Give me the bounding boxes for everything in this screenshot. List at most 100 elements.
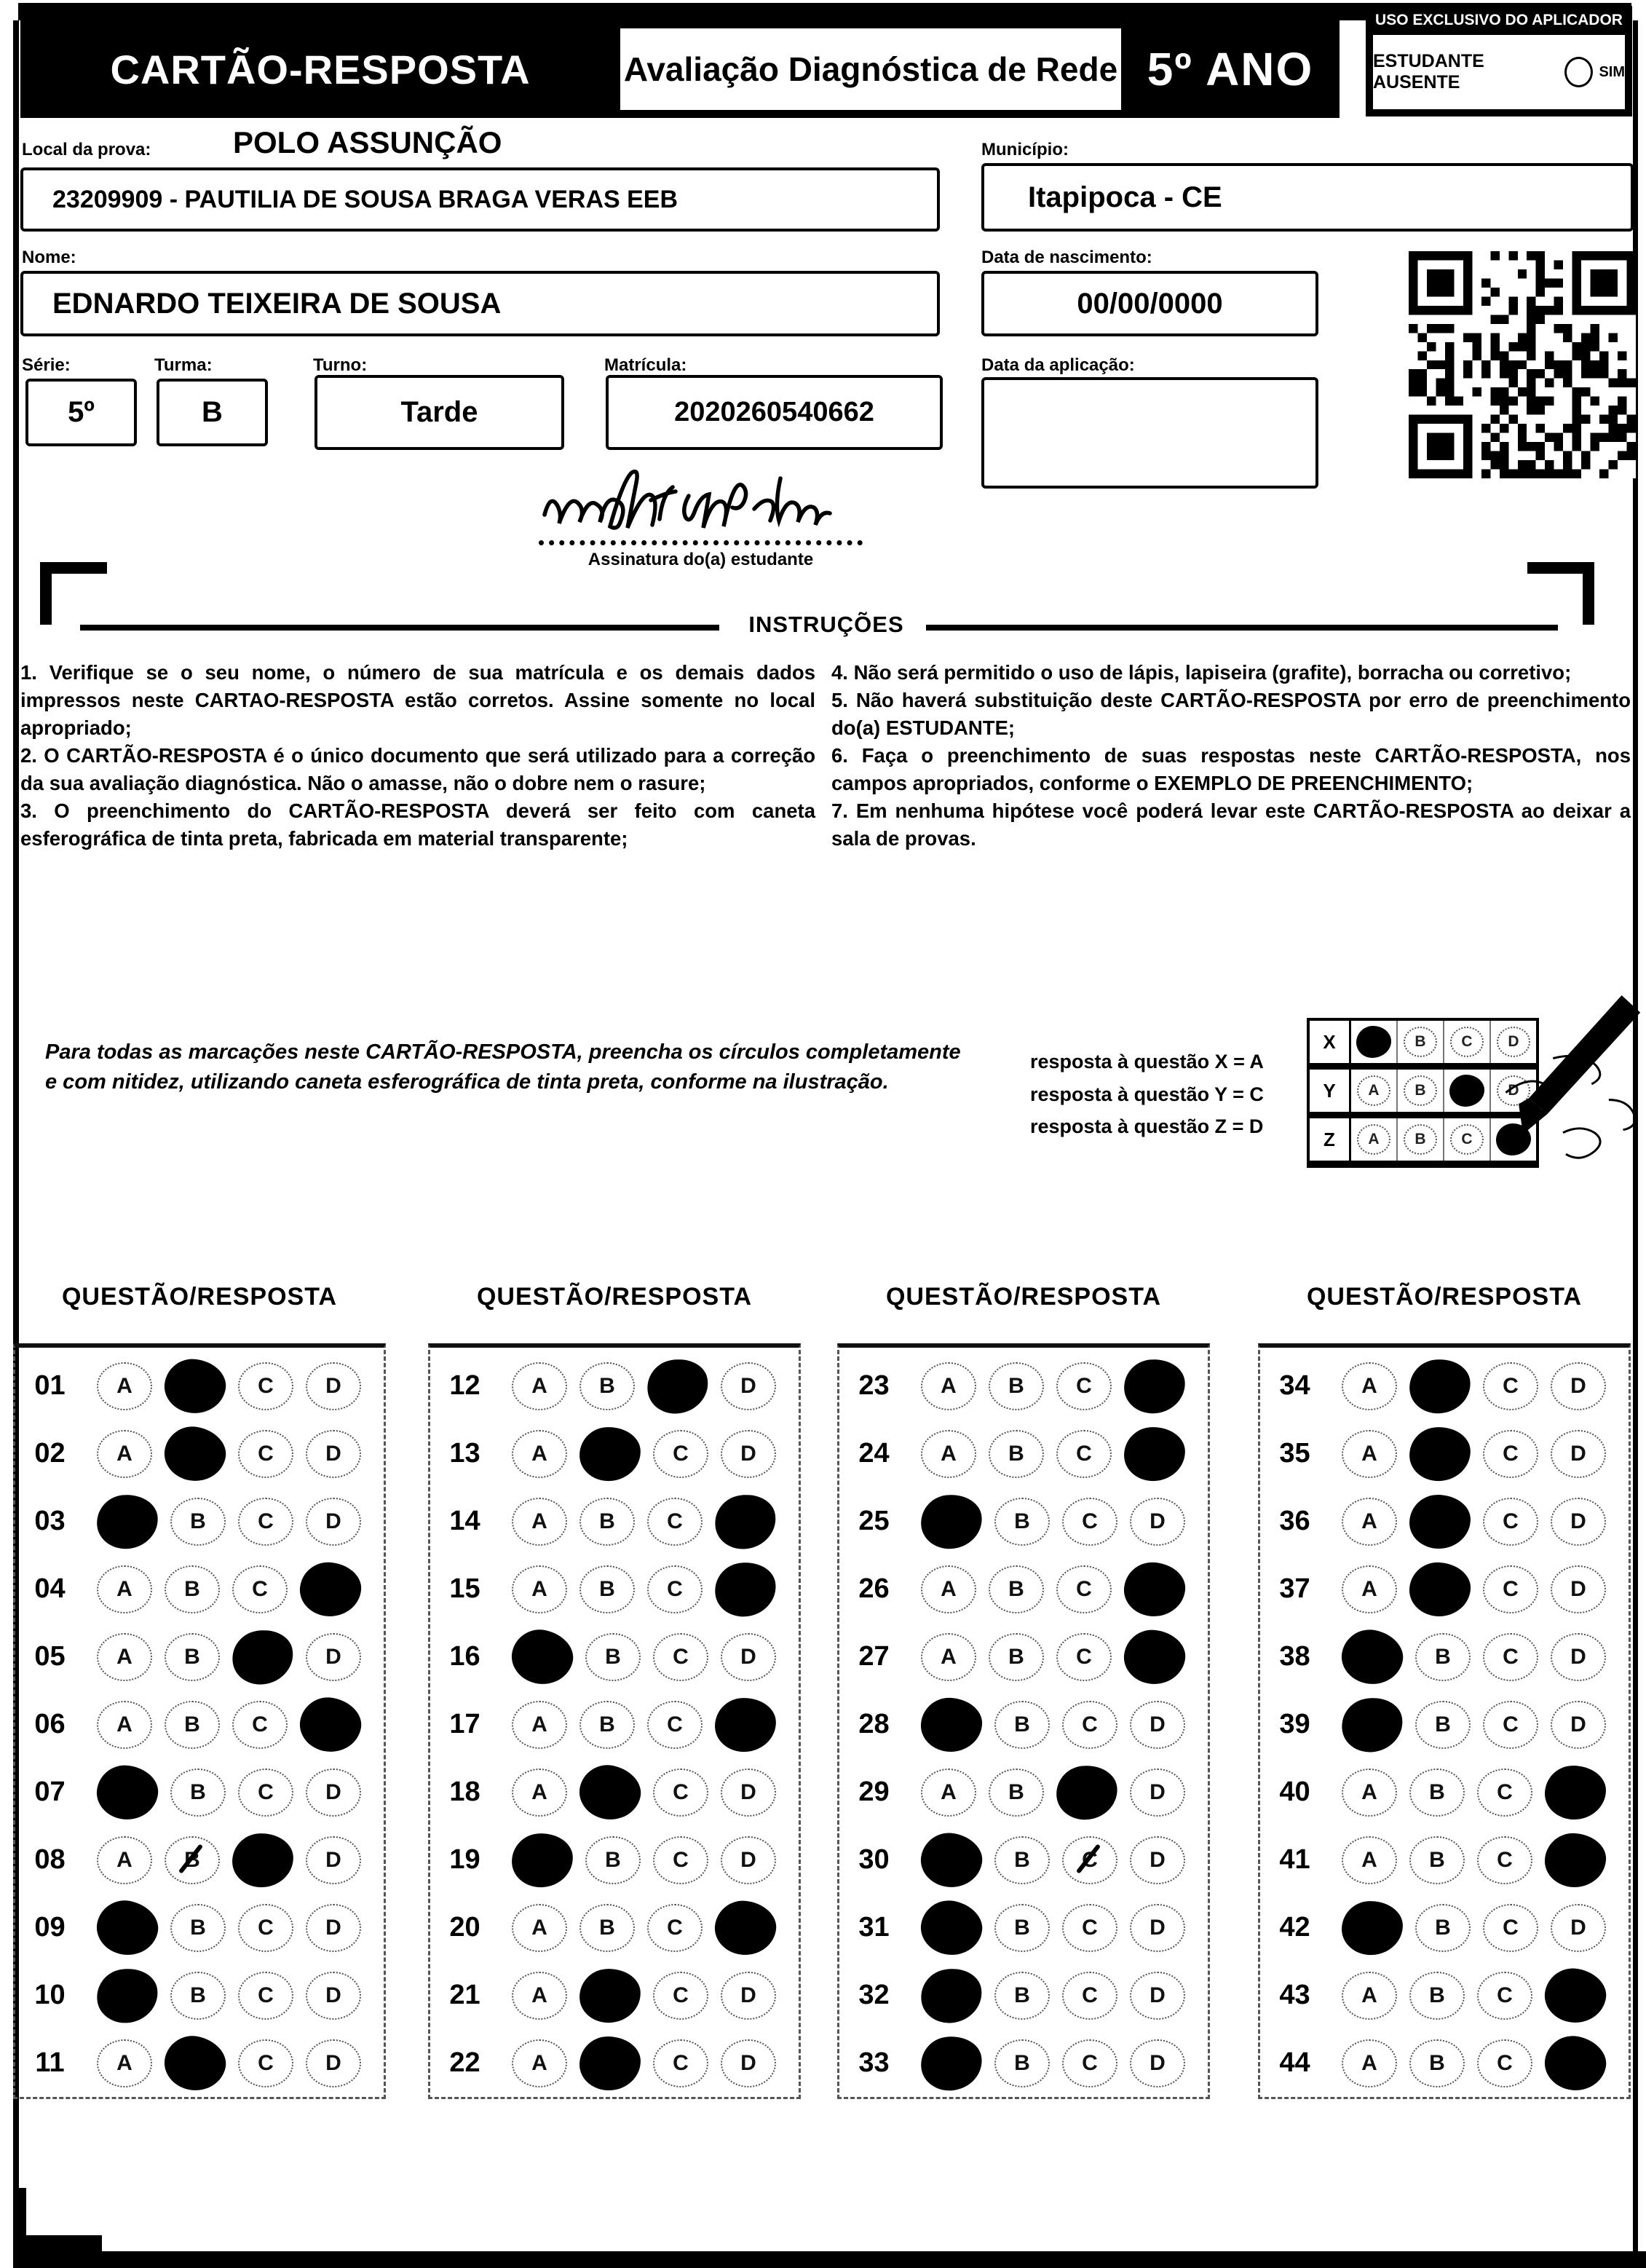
answer-bubble-11-B[interactable] <box>159 2030 231 2096</box>
answer-bubble-03-D[interactable]: D <box>306 1497 361 1546</box>
answer-bubble-40-B[interactable]: B <box>1409 1768 1465 1817</box>
answer-bubble-04-C[interactable]: C <box>232 1565 288 1613</box>
answer-bubble-25-C[interactable]: C <box>1062 1497 1117 1546</box>
answer-bubble-20-A[interactable]: A <box>512 1903 567 1952</box>
answer-bubble-20-B[interactable]: B <box>579 1903 635 1952</box>
answer-bubble-24-D[interactable] <box>1123 1425 1187 1482</box>
answer-bubble-36-D[interactable]: D <box>1551 1497 1606 1546</box>
answer-bubble-37-A[interactable]: A <box>1342 1565 1397 1613</box>
answer-bubble-43-A[interactable]: A <box>1342 1971 1397 2020</box>
answer-bubble-34-B[interactable] <box>1406 1355 1474 1417</box>
answer-bubble-05-B[interactable]: B <box>165 1632 220 1681</box>
answer-bubble-05-A[interactable]: A <box>97 1632 152 1681</box>
answer-bubble-24-B[interactable]: B <box>989 1429 1044 1478</box>
answer-bubble-06-A[interactable]: A <box>97 1700 152 1749</box>
answer-bubble-19-C[interactable]: C <box>653 1836 708 1884</box>
answer-bubble-42-A[interactable] <box>1340 1900 1404 1956</box>
answer-bubble-09-B[interactable]: B <box>170 1903 226 1952</box>
answer-bubble-34-A[interactable]: A <box>1342 1362 1397 1410</box>
answer-bubble-27-C[interactable]: C <box>1056 1632 1112 1681</box>
answer-bubble-28-C[interactable]: C <box>1062 1700 1117 1749</box>
answer-bubble-14-C[interactable]: C <box>647 1497 703 1546</box>
answer-bubble-05-C[interactable] <box>227 1624 298 1690</box>
answer-bubble-23-C[interactable]: C <box>1056 1362 1112 1410</box>
answer-bubble-30-D[interactable]: D <box>1130 1836 1185 1884</box>
answer-bubble-20-D[interactable] <box>712 1897 779 1958</box>
answer-bubble-43-B[interactable]: B <box>1409 1971 1465 2020</box>
answer-bubble-42-B[interactable]: B <box>1415 1903 1471 1952</box>
answer-bubble-06-D[interactable] <box>296 1692 365 1757</box>
answer-bubble-23-A[interactable]: A <box>921 1362 976 1410</box>
answer-bubble-36-C[interactable]: C <box>1483 1497 1538 1546</box>
answer-bubble-29-A[interactable]: A <box>921 1768 976 1817</box>
answer-bubble-08-D[interactable]: D <box>306 1836 361 1884</box>
answer-bubble-25-D[interactable]: D <box>1130 1497 1185 1546</box>
answer-bubble-26-B[interactable]: B <box>989 1565 1044 1613</box>
answer-bubble-36-B[interactable] <box>1409 1493 1471 1549</box>
answer-bubble-10-C[interactable]: C <box>238 1971 293 2020</box>
answer-bubble-15-D[interactable] <box>711 1557 780 1621</box>
answer-bubble-21-A[interactable]: A <box>512 1971 567 2020</box>
answer-bubble-32-D[interactable]: D <box>1130 1971 1185 2020</box>
answer-bubble-10-A[interactable] <box>92 1963 162 2028</box>
answer-bubble-37-B[interactable] <box>1408 1561 1472 1617</box>
answer-bubble-04-B[interactable]: B <box>165 1565 220 1613</box>
answer-bubble-26-D[interactable] <box>1123 1560 1187 1618</box>
answer-bubble-19-D[interactable]: D <box>721 1836 776 1884</box>
answer-bubble-35-C[interactable]: C <box>1483 1429 1538 1478</box>
answer-bubble-25-A[interactable] <box>917 1490 986 1552</box>
answer-bubble-12-C[interactable] <box>642 1353 713 1419</box>
answer-bubble-18-A[interactable]: A <box>512 1768 567 1817</box>
answer-bubble-20-C[interactable]: C <box>647 1903 703 1952</box>
answer-bubble-30-A[interactable] <box>917 1829 986 1891</box>
answer-bubble-44-C[interactable]: C <box>1477 2039 1532 2087</box>
answer-bubble-36-A[interactable]: A <box>1342 1497 1397 1546</box>
answer-bubble-41-A[interactable]: A <box>1342 1836 1397 1884</box>
answer-bubble-01-C[interactable]: C <box>238 1362 293 1410</box>
answer-bubble-44-B[interactable]: B <box>1409 2039 1465 2087</box>
answer-bubble-06-C[interactable]: C <box>232 1700 288 1749</box>
answer-bubble-12-B[interactable]: B <box>579 1362 635 1410</box>
answer-bubble-15-B[interactable]: B <box>579 1565 635 1613</box>
answer-bubble-28-B[interactable]: B <box>994 1700 1050 1749</box>
answer-bubble-28-D[interactable]: D <box>1130 1700 1185 1749</box>
answer-bubble-28-A[interactable] <box>919 1696 984 1753</box>
answer-bubble-33-B[interactable]: B <box>994 2039 1050 2087</box>
answer-bubble-04-A[interactable]: A <box>97 1565 152 1613</box>
answer-bubble-25-B[interactable]: B <box>994 1497 1050 1546</box>
answer-bubble-09-C[interactable]: C <box>238 1903 293 1952</box>
answer-bubble-17-D[interactable] <box>713 1696 778 1753</box>
answer-bubble-10-B[interactable]: B <box>170 1971 226 2020</box>
answer-bubble-38-A[interactable] <box>1337 1624 1408 1689</box>
answer-bubble-17-B[interactable]: B <box>579 1700 635 1749</box>
answer-bubble-40-A[interactable]: A <box>1342 1768 1397 1817</box>
answer-bubble-13-B[interactable] <box>578 1425 642 1482</box>
answer-bubble-05-D[interactable]: D <box>306 1632 361 1681</box>
answer-bubble-42-C[interactable]: C <box>1483 1903 1538 1952</box>
answer-bubble-21-D[interactable]: D <box>721 1971 776 2020</box>
answer-bubble-10-D[interactable]: D <box>306 1971 361 2020</box>
answer-bubble-01-A[interactable]: A <box>97 1362 152 1410</box>
answer-bubble-19-A[interactable] <box>510 1830 575 1889</box>
answer-bubble-29-C[interactable] <box>1053 1761 1121 1823</box>
answer-bubble-14-D[interactable] <box>710 1488 781 1554</box>
answer-bubble-17-C[interactable]: C <box>647 1700 703 1749</box>
answer-bubble-18-B[interactable] <box>574 1759 646 1825</box>
answer-bubble-32-C[interactable]: C <box>1062 1971 1117 2020</box>
answer-bubble-08-B[interactable]: B <box>165 1836 220 1884</box>
answer-bubble-22-C[interactable]: C <box>653 2039 708 2087</box>
answer-bubble-03-B[interactable]: B <box>170 1497 226 1546</box>
answer-bubble-22-A[interactable]: A <box>512 2039 567 2087</box>
answer-bubble-07-C[interactable]: C <box>238 1768 293 1817</box>
absent-mark-bubble[interactable] <box>1564 57 1594 87</box>
answer-bubble-39-B[interactable]: B <box>1415 1700 1471 1749</box>
answer-bubble-21-B[interactable] <box>577 1966 643 2025</box>
answer-bubble-01-B[interactable] <box>161 1355 229 1417</box>
answer-bubble-30-B[interactable]: B <box>994 1836 1050 1884</box>
answer-bubble-39-C[interactable]: C <box>1483 1700 1538 1749</box>
answer-bubble-32-A[interactable] <box>916 1963 987 2028</box>
answer-bubble-16-D[interactable]: D <box>721 1632 776 1681</box>
answer-bubble-11-D[interactable]: D <box>306 2039 361 2087</box>
answer-bubble-08-A[interactable]: A <box>97 1836 152 1884</box>
answer-bubble-39-A[interactable] <box>1337 1692 1408 1757</box>
